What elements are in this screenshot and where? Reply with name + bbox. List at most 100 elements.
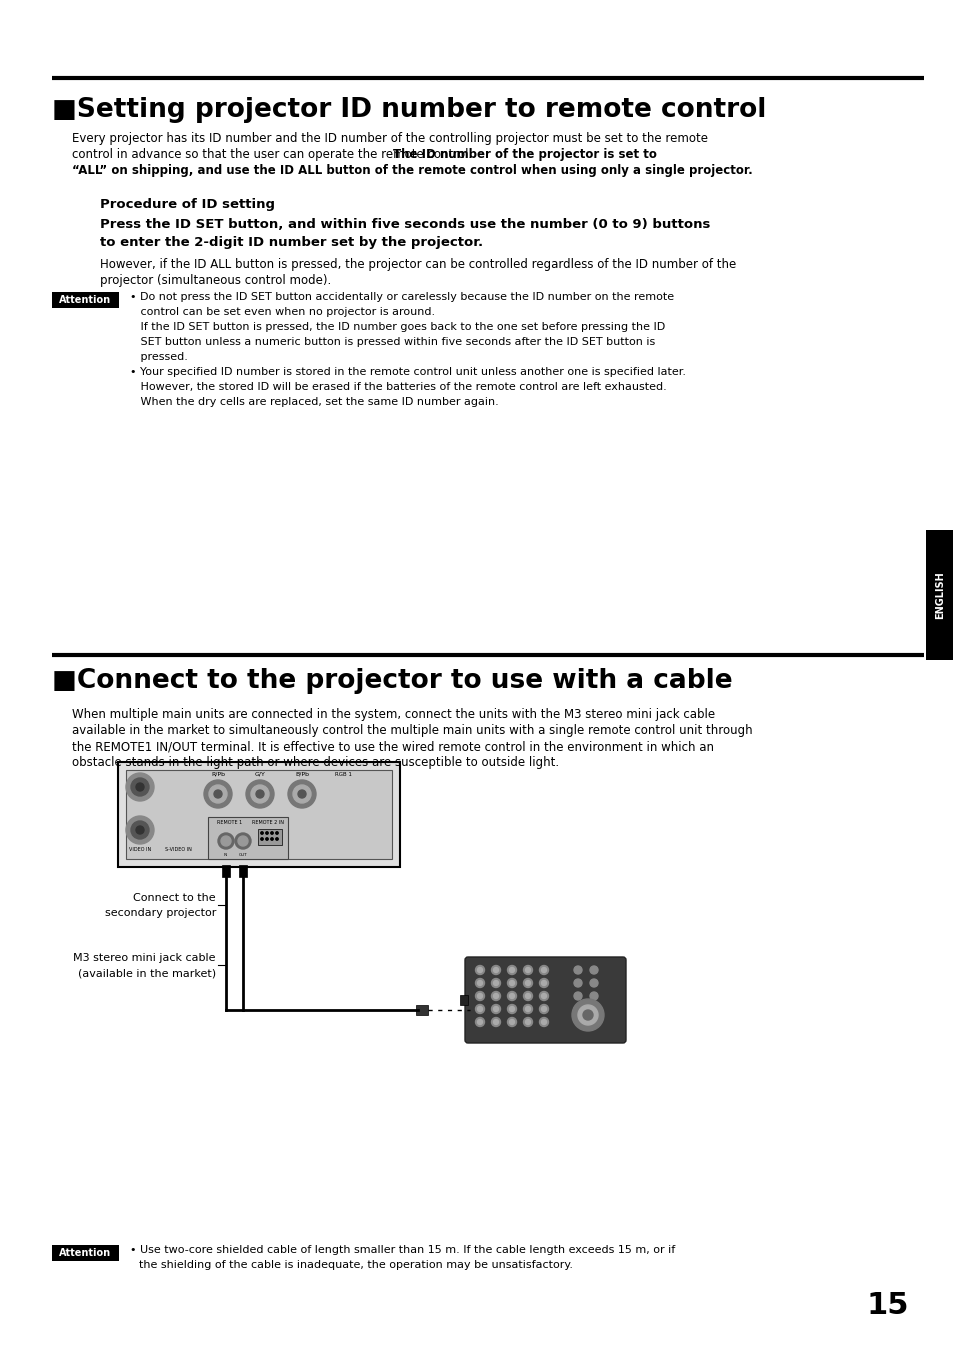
Circle shape xyxy=(246,780,274,808)
Circle shape xyxy=(477,967,482,973)
Circle shape xyxy=(574,1005,581,1013)
Text: REMOTE 2 IN: REMOTE 2 IN xyxy=(252,820,284,826)
Circle shape xyxy=(539,978,548,987)
Text: M3 stereo mini jack cable: M3 stereo mini jack cable xyxy=(73,952,215,963)
Circle shape xyxy=(493,1020,498,1024)
Circle shape xyxy=(507,1017,516,1027)
Circle shape xyxy=(491,978,500,987)
FancyBboxPatch shape xyxy=(239,865,247,877)
Text: If the ID SET button is pressed, the ID number goes back to the one set before p: If the ID SET button is pressed, the ID … xyxy=(130,322,664,332)
Circle shape xyxy=(297,791,306,799)
Circle shape xyxy=(572,1000,603,1031)
Text: OUT: OUT xyxy=(238,853,247,857)
Circle shape xyxy=(126,773,153,801)
Circle shape xyxy=(260,838,263,840)
Text: Attention: Attention xyxy=(59,1248,112,1259)
Text: However, the stored ID will be erased if the batteries of the remote control are: However, the stored ID will be erased if… xyxy=(130,382,666,393)
Text: S-VIDEO IN: S-VIDEO IN xyxy=(164,847,192,853)
Circle shape xyxy=(266,838,268,840)
Circle shape xyxy=(491,966,500,974)
Circle shape xyxy=(523,1005,532,1013)
Circle shape xyxy=(475,992,484,1001)
Circle shape xyxy=(539,966,548,974)
Circle shape xyxy=(525,967,530,973)
FancyBboxPatch shape xyxy=(925,530,953,660)
Text: R/Pb: R/Pb xyxy=(211,772,225,777)
Circle shape xyxy=(475,966,484,974)
Circle shape xyxy=(539,992,548,1001)
Text: the REMOTE1 IN/OUT terminal. It is effective to use the wired remote control in : the REMOTE1 IN/OUT terminal. It is effec… xyxy=(71,741,713,753)
Text: to enter the 2-digit ID number set by the projector.: to enter the 2-digit ID number set by th… xyxy=(100,236,482,250)
Circle shape xyxy=(509,1020,514,1024)
Circle shape xyxy=(493,1006,498,1012)
Text: Every projector has its ID number and the ID number of the controlling projector: Every projector has its ID number and th… xyxy=(71,132,707,144)
Circle shape xyxy=(477,993,482,998)
Circle shape xyxy=(251,785,269,803)
Text: SET button unless a numeric button is pressed within five seconds after the ID S: SET button unless a numeric button is pr… xyxy=(130,337,655,347)
Text: control in advance so that the user can operate the remote control.: control in advance so that the user can … xyxy=(71,148,476,161)
Circle shape xyxy=(507,966,516,974)
Circle shape xyxy=(541,981,546,986)
FancyBboxPatch shape xyxy=(118,762,399,867)
Circle shape xyxy=(477,1020,482,1024)
Circle shape xyxy=(574,992,581,1000)
Circle shape xyxy=(491,992,500,1001)
Text: obstacle stands in the light path or where devices are susceptible to outside li: obstacle stands in the light path or whe… xyxy=(71,755,558,769)
Circle shape xyxy=(578,1005,598,1025)
Text: control can be set even when no projector is around.: control can be set even when no projecto… xyxy=(130,308,435,317)
Circle shape xyxy=(491,1017,500,1027)
Text: VIDEO IN: VIDEO IN xyxy=(129,847,151,853)
Circle shape xyxy=(491,1005,500,1013)
Circle shape xyxy=(213,791,222,799)
Circle shape xyxy=(136,782,144,791)
Circle shape xyxy=(507,992,516,1001)
Circle shape xyxy=(266,832,268,834)
Circle shape xyxy=(477,1006,482,1012)
Circle shape xyxy=(493,981,498,986)
Text: IN: IN xyxy=(224,853,228,857)
Circle shape xyxy=(493,993,498,998)
FancyBboxPatch shape xyxy=(126,770,392,859)
Circle shape xyxy=(293,785,311,803)
Circle shape xyxy=(509,981,514,986)
Circle shape xyxy=(589,992,598,1000)
Circle shape xyxy=(523,978,532,987)
Circle shape xyxy=(574,979,581,987)
Circle shape xyxy=(271,832,273,834)
Text: • Use two-core shielded cable of length smaller than 15 m. If the cable length e: • Use two-core shielded cable of length … xyxy=(130,1245,675,1255)
Text: Press the ID SET button, and within five seconds use the number (0 to 9) buttons: Press the ID SET button, and within five… xyxy=(100,219,710,231)
Circle shape xyxy=(525,1006,530,1012)
Circle shape xyxy=(523,966,532,974)
Text: available in the market to simultaneously control the multiple main units with a: available in the market to simultaneousl… xyxy=(71,724,752,737)
Circle shape xyxy=(523,1017,532,1027)
Circle shape xyxy=(275,838,278,840)
FancyBboxPatch shape xyxy=(416,1005,428,1014)
Circle shape xyxy=(288,780,315,808)
FancyBboxPatch shape xyxy=(459,996,468,1005)
Circle shape xyxy=(237,836,248,846)
Circle shape xyxy=(131,778,149,796)
Circle shape xyxy=(507,978,516,987)
Circle shape xyxy=(589,1005,598,1013)
Circle shape xyxy=(136,826,144,834)
Circle shape xyxy=(255,791,264,799)
Text: ■Connect to the projector to use with a cable: ■Connect to the projector to use with a … xyxy=(52,668,732,693)
Circle shape xyxy=(541,1006,546,1012)
Circle shape xyxy=(475,1005,484,1013)
Circle shape xyxy=(541,1020,546,1024)
Text: However, if the ID ALL button is pressed, the projector can be controlled regard: However, if the ID ALL button is pressed… xyxy=(100,258,736,271)
Circle shape xyxy=(525,1020,530,1024)
Text: • Do not press the ID SET button accidentally or carelessly because the ID numbe: • Do not press the ID SET button acciden… xyxy=(130,291,674,302)
Text: Attention: Attention xyxy=(59,295,112,305)
Text: B/Pb: B/Pb xyxy=(294,772,309,777)
Circle shape xyxy=(539,1017,548,1027)
FancyBboxPatch shape xyxy=(52,291,119,308)
Text: the shielding of the cable is inadequate, the operation may be unsatisfactory.: the shielding of the cable is inadequate… xyxy=(139,1260,573,1269)
Text: 15: 15 xyxy=(865,1291,908,1321)
FancyBboxPatch shape xyxy=(464,956,625,1043)
Circle shape xyxy=(574,966,581,974)
Circle shape xyxy=(234,832,251,849)
Circle shape xyxy=(525,981,530,986)
Circle shape xyxy=(126,816,153,844)
Circle shape xyxy=(509,1006,514,1012)
